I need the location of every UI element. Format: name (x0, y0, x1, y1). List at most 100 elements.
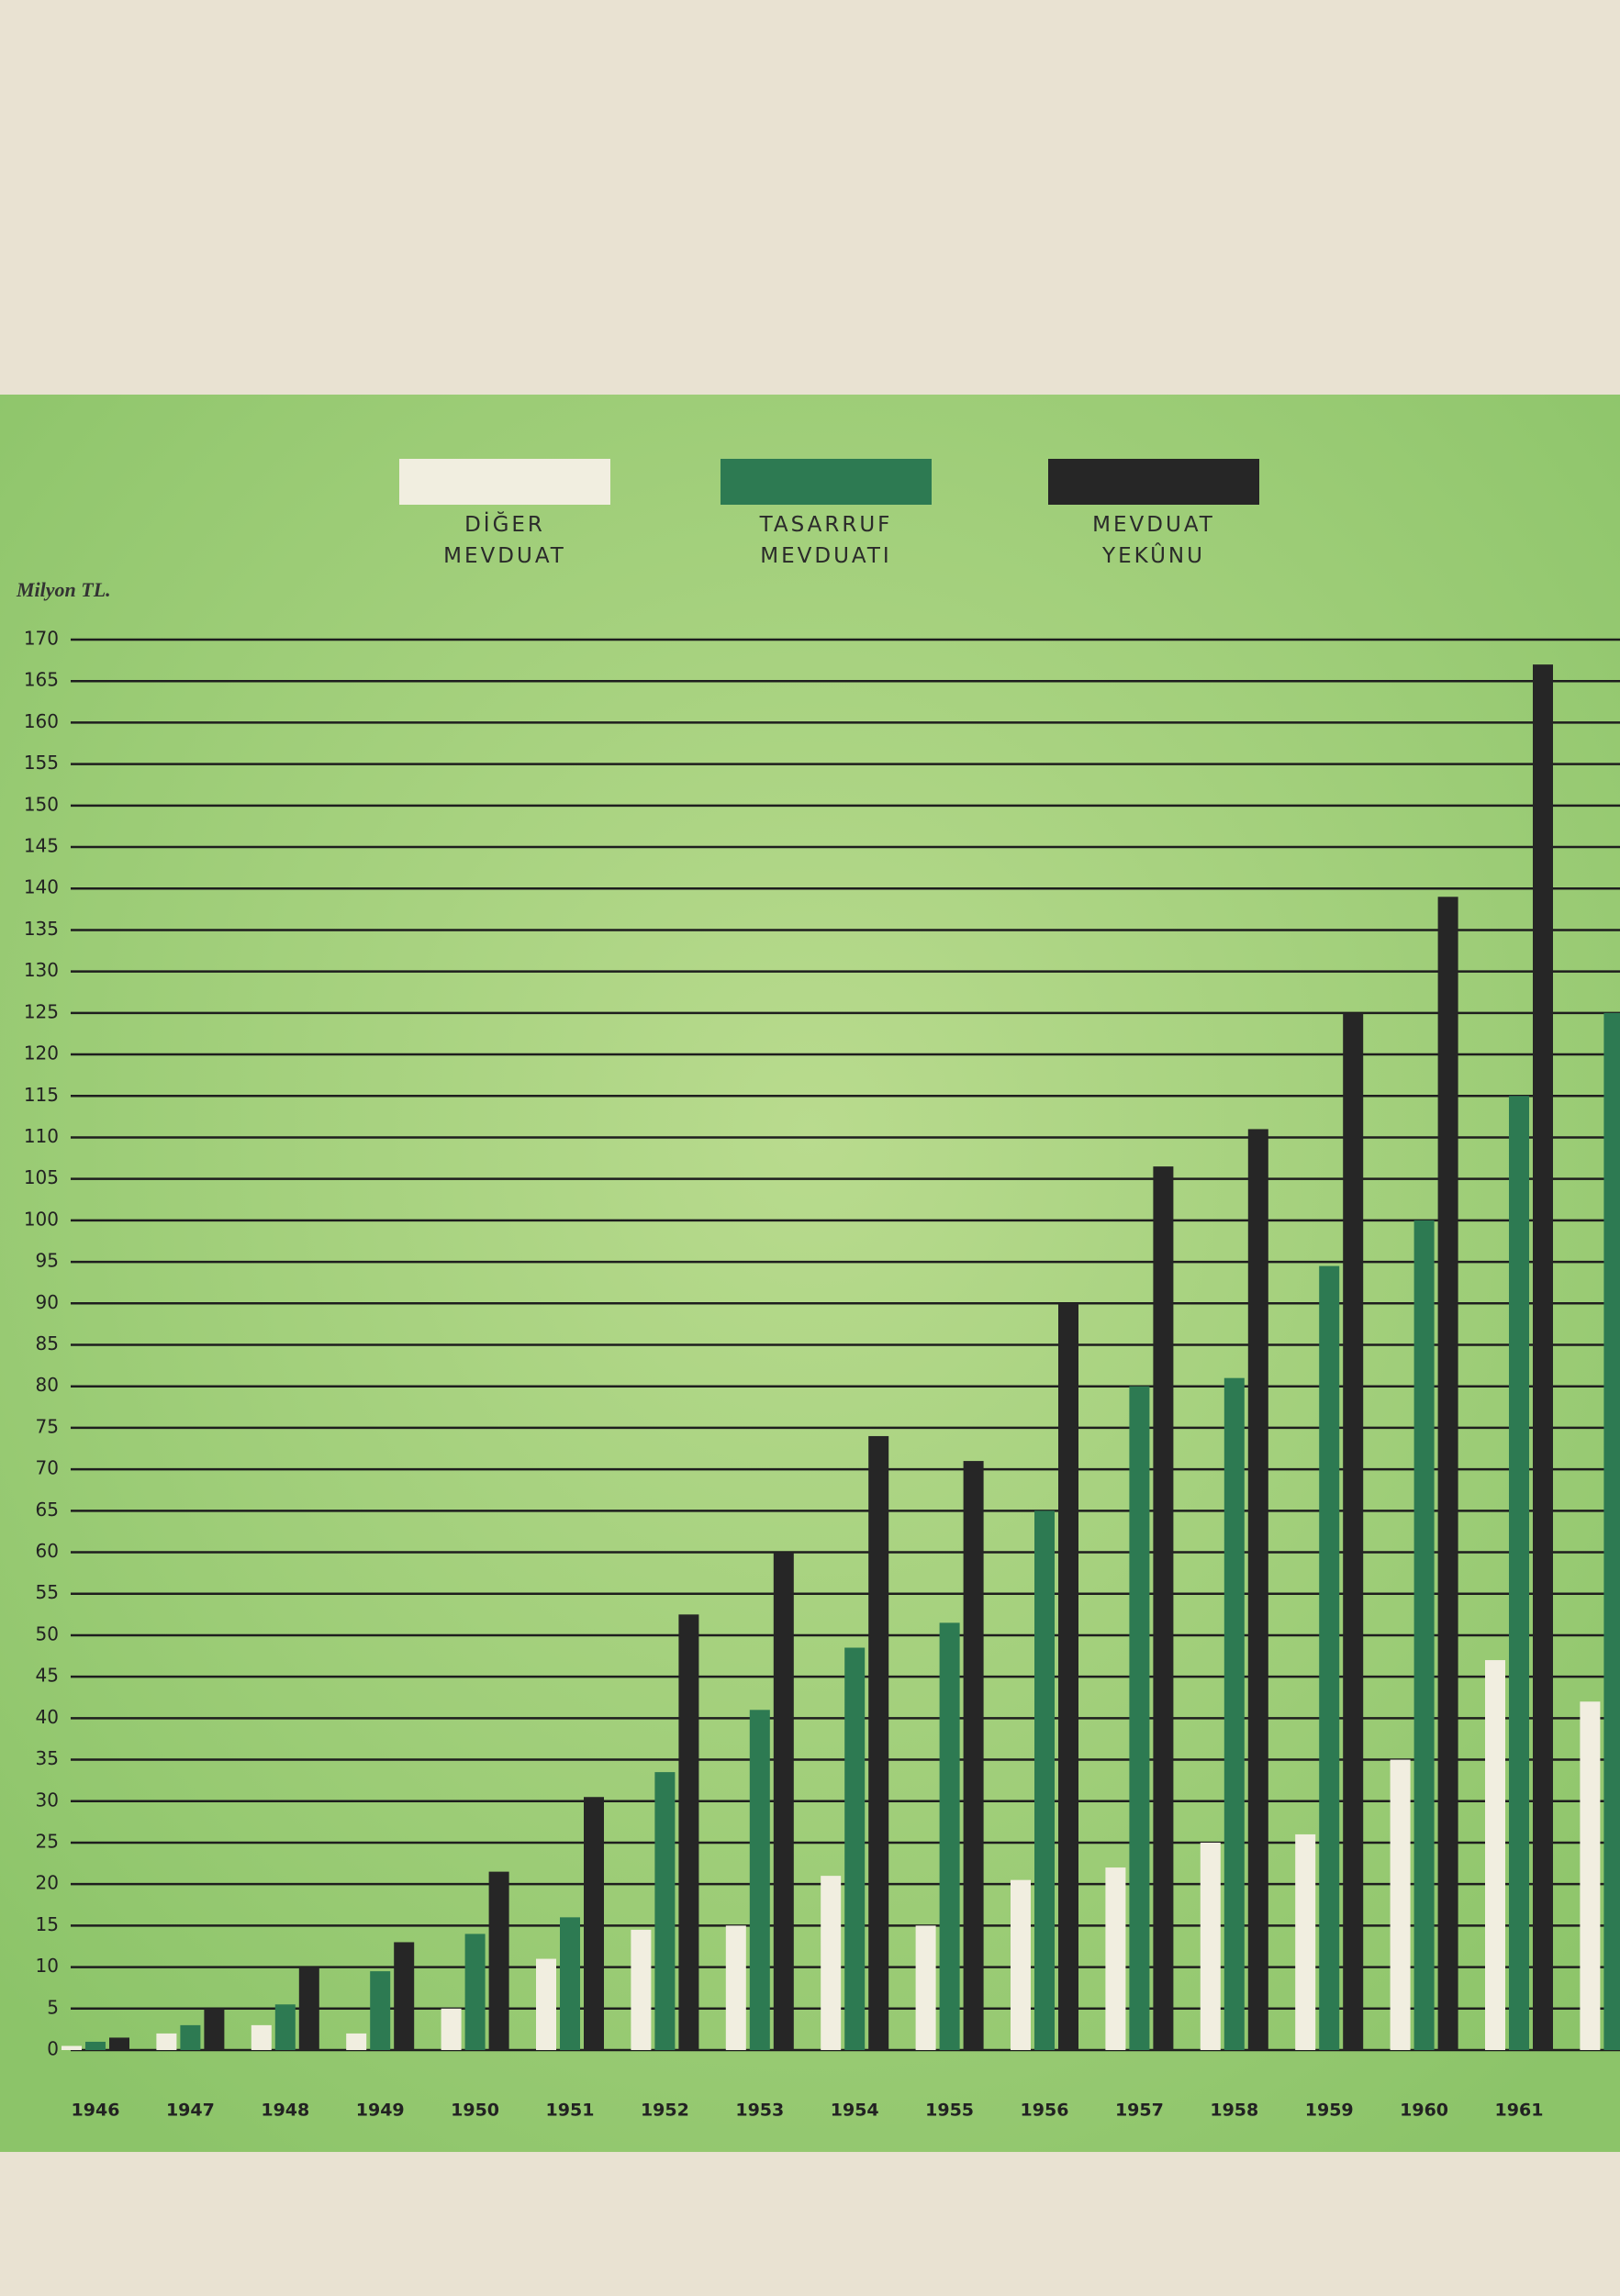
x-tick-label: 1957 (1115, 2101, 1164, 2121)
bar (939, 1622, 960, 2050)
y-tick-label: 160 (24, 710, 59, 732)
y-tick-label: 115 (24, 1084, 59, 1106)
x-tick-label: 1955 (925, 2101, 974, 2121)
x-tick-label: 1950 (451, 2101, 499, 2121)
bar (251, 2024, 272, 2050)
x-tick-label: 1956 (1021, 2101, 1069, 2121)
bar (725, 1925, 746, 2050)
bar (1343, 1012, 1364, 2050)
bar (1223, 1377, 1245, 2050)
bar (1247, 1129, 1268, 2050)
x-tick-label: 1947 (166, 2101, 215, 2121)
y-tick-label: 0 (47, 2038, 59, 2060)
bar (1580, 1701, 1601, 2050)
x-tick-label: 1958 (1210, 2101, 1258, 2121)
y-tick-label: 135 (24, 918, 59, 940)
bar (584, 1797, 604, 2050)
x-tick-label: 1954 (831, 2101, 879, 2121)
y-tick-label: 100 (24, 1208, 59, 1230)
bar (1129, 1386, 1150, 2050)
y-tick-label: 35 (36, 1747, 59, 1769)
bar (394, 1942, 415, 2050)
y-tick-label: 75 (36, 1415, 59, 1437)
y-tick-label: 45 (36, 1665, 59, 1687)
bar (298, 1967, 319, 2050)
y-tick-label: 55 (36, 1581, 59, 1603)
bar (274, 2004, 296, 2050)
x-tick-label: 1959 (1305, 2101, 1354, 2121)
chart-background (0, 395, 1620, 2152)
y-axis-label: Milyon TL. (16, 578, 111, 601)
bar (654, 1772, 676, 2050)
y-tick-label: 105 (24, 1166, 59, 1188)
y-tick-label: 20 (36, 1872, 59, 1894)
bar (536, 1958, 556, 2050)
bar (1485, 1660, 1505, 2050)
bar (749, 1710, 770, 2050)
y-tick-label: 140 (24, 876, 59, 898)
bar (1509, 1096, 1529, 2050)
bar (109, 2037, 129, 2050)
bar (1533, 664, 1553, 2050)
y-tick-label: 60 (36, 1540, 59, 1562)
bar (868, 1435, 889, 2050)
bar (915, 1925, 936, 2050)
x-tick-label: 1951 (546, 2101, 595, 2121)
x-tick-label: 1949 (356, 2101, 405, 2121)
y-tick-label: 125 (24, 1000, 59, 1022)
bar (1200, 1842, 1221, 2050)
legend-label: MEVDUAT YEKÛNU (1092, 513, 1215, 568)
bar (1034, 1510, 1055, 2050)
bar (1413, 1220, 1435, 2050)
y-tick-label: 10 (36, 1955, 59, 1977)
x-tick-label: 1961 (1495, 2101, 1544, 2121)
bar (85, 2041, 106, 2050)
bar (963, 1461, 984, 2050)
bar (204, 2008, 225, 2050)
legend-swatch (1048, 459, 1259, 505)
bar (441, 2008, 462, 2050)
legend-label: DİĞER MEVDUAT (443, 513, 566, 568)
y-tick-label: 80 (36, 1374, 59, 1396)
bar (1319, 1265, 1340, 2050)
y-tick-label: 145 (24, 835, 59, 857)
bar (1105, 1867, 1126, 2050)
bar (678, 1614, 699, 2050)
y-tick-label: 155 (24, 752, 59, 774)
bar (1603, 1012, 1620, 2050)
x-tick-label: 1952 (641, 2101, 689, 2121)
y-tick-label: 15 (36, 1913, 59, 1935)
y-tick-label: 40 (36, 1706, 59, 1728)
bar (631, 1929, 652, 2050)
y-tick-label: 120 (24, 1042, 59, 1064)
y-tick-label: 165 (24, 669, 59, 691)
y-tick-label: 70 (36, 1457, 59, 1479)
bar (773, 1552, 794, 2050)
bar (821, 1876, 842, 2050)
y-tick-label: 170 (24, 628, 59, 650)
y-tick-label: 50 (36, 1622, 59, 1644)
y-tick-label: 110 (24, 1125, 59, 1147)
y-tick-label: 5 (47, 1996, 59, 2018)
y-tick-label: 30 (36, 1789, 59, 1811)
bar (156, 2033, 177, 2050)
bar (488, 1871, 509, 2050)
x-tick-label: 1946 (72, 2101, 120, 2121)
bar (560, 1917, 580, 2050)
x-tick-label: 1953 (735, 2101, 784, 2121)
y-tick-label: 65 (36, 1499, 59, 1521)
bar (1011, 1879, 1031, 2050)
bar (464, 1934, 486, 2050)
legend-swatch (721, 459, 932, 505)
bar (346, 2033, 367, 2050)
bar (844, 1647, 866, 2050)
bar (61, 2045, 82, 2050)
legend-label: TASARRUF MEVDUATI (759, 513, 893, 568)
legend-swatch (399, 459, 610, 505)
bar (180, 2024, 201, 2050)
bar (1153, 1166, 1174, 2050)
x-tick-label: 1948 (261, 2101, 309, 2121)
y-tick-label: 25 (36, 1830, 59, 1852)
